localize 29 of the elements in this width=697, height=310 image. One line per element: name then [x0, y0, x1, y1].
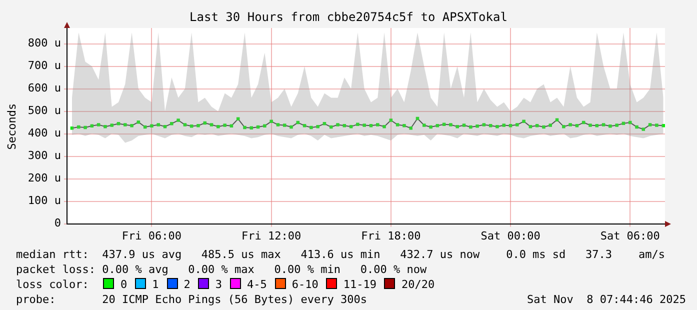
legend-title: loss color:	[16, 278, 90, 291]
text: median rtt: 437.9 us avg 485.5 us max 413.6 us min 432.7 us now 0.0 ms sd 37.3 am/s	[16, 247, 666, 262]
x-tick-label: Fri 18:00	[361, 229, 421, 242]
text: packet loss: 0.00 % avg 0.00 % max 0.00 % min 0.00 % now	[16, 262, 428, 277]
legend-label: 11-19	[343, 278, 376, 291]
text: probe: 20 ICMP Echo Pings (56 Bytes) every 300s	[16, 293, 367, 306]
legend-label: 4-5	[246, 278, 267, 291]
chart-title: Last 30 Hours from cbbe20754c5f to APSXTokal	[188, 10, 508, 24]
legend-label: 1	[152, 278, 159, 291]
y-tick-label: 0	[54, 216, 61, 230]
y-tick-label: 200 u	[28, 172, 61, 185]
y-tick-label: 700 u	[28, 59, 61, 72]
x-tick-label: Sat 06:00	[600, 229, 660, 242]
legend-label: 20/20	[401, 278, 435, 291]
y-tick-label: 300 u	[28, 149, 61, 162]
text: Sat Nov 8 07:44:46 2025	[527, 292, 686, 307]
legend-label: 2	[184, 278, 190, 291]
y-tick-label: 100 u	[28, 194, 61, 208]
x-tick-label: Sat 00:00	[480, 229, 540, 242]
y-tick-label: 600 u	[28, 82, 61, 95]
legend-label: 0	[120, 278, 128, 291]
x-tick-label: Fri 06:00	[122, 229, 182, 242]
x-tick-label: Fri 12:00	[242, 229, 302, 242]
y-tick-label: 500 u	[28, 104, 61, 118]
y-tick-label: 800 u	[28, 36, 61, 50]
y-tick-label: 400 u	[28, 126, 61, 140]
legend-label: 3	[215, 278, 222, 291]
y-axis-title: Seconds	[6, 102, 18, 152]
legend-label: 6-10	[292, 278, 318, 291]
